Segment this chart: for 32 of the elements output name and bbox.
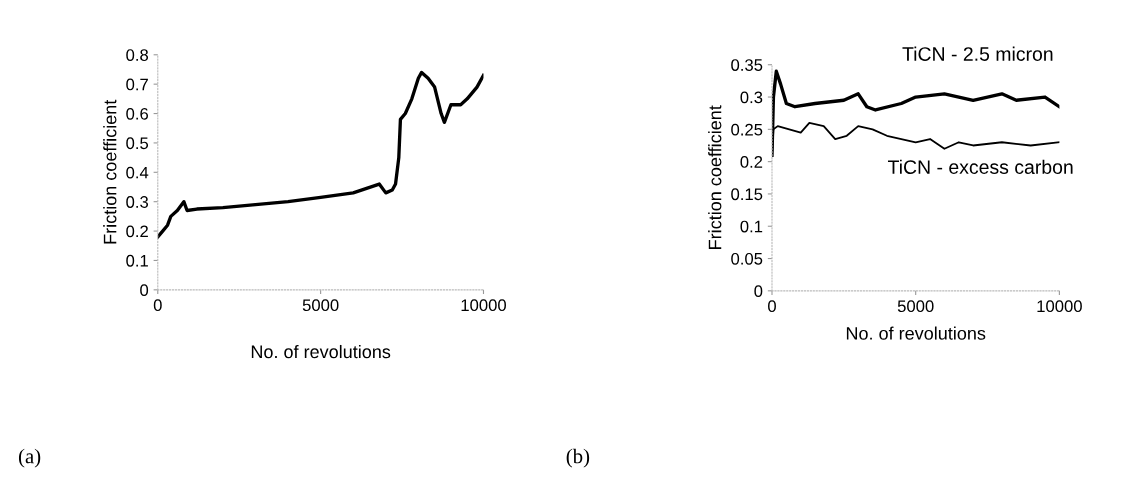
x-tick-label: 10000 — [1037, 300, 1082, 313]
y-tick-label: 0.15 — [731, 188, 763, 201]
text: (a) — [18, 448, 41, 468]
x-tick-label: 5000 — [897, 300, 934, 313]
y-tick-label: 0.2 — [740, 156, 763, 168]
series-label: TiCN - 2.5 micron — [902, 46, 1053, 61]
y-tick-label: 0.35 — [731, 59, 763, 71]
y-tick-label: 0.4 — [126, 166, 149, 179]
y-tick-label: 0.6 — [126, 107, 149, 120]
y-tick-label: 0.1 — [740, 220, 763, 233]
x-tick-label: 10000 — [461, 299, 507, 312]
y-tick-label: 0.3 — [126, 196, 149, 208]
y-tick-label: 0.05 — [731, 252, 763, 265]
y-tick-label: 0.8 — [126, 49, 149, 61]
y-tick-label: 0 — [754, 285, 763, 298]
x-tick-label: 0 — [768, 300, 776, 313]
y-axis-title: Friction coefficient — [708, 105, 722, 249]
x-axis-title: No. of revolutions — [251, 344, 391, 359]
x-tick-label: 5000 — [302, 299, 339, 312]
series-label: TiCN - excess carbon — [887, 159, 1073, 174]
x-axis-title: No. of revolutions — [846, 326, 986, 340]
text: (b) — [566, 448, 590, 468]
y-tick-label: 0.5 — [126, 137, 149, 150]
y-tick-label: 0 — [140, 284, 149, 297]
y-tick-label: 0.1 — [126, 254, 148, 267]
x-tick-label: 0 — [153, 299, 162, 312]
y-axis-title: Friction coefficient — [103, 99, 117, 244]
y-tick-label: 0.2 — [126, 225, 148, 238]
y-tick-label: 0.7 — [126, 78, 148, 91]
line-series — [157, 70, 484, 239]
y-tick-label: 0.3 — [740, 91, 763, 104]
y-tick-label: 0.25 — [731, 123, 763, 136]
